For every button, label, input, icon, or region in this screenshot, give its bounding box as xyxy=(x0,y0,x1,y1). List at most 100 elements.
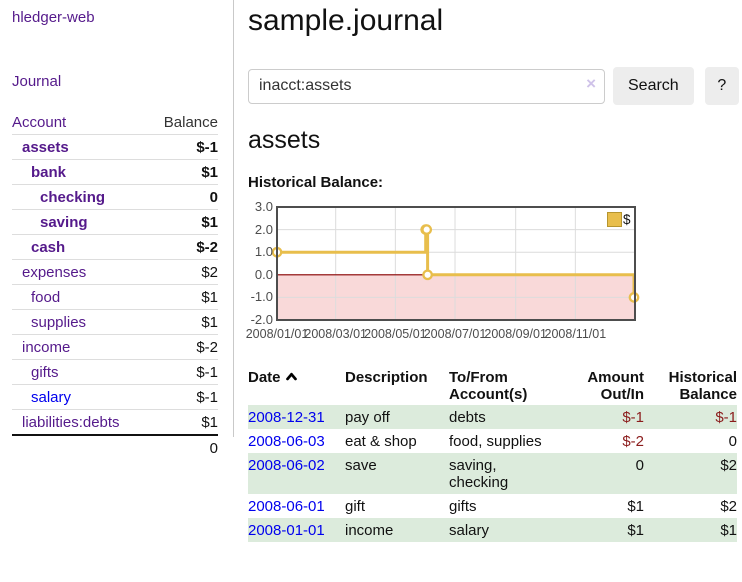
account-link[interactable]: checking xyxy=(40,188,106,206)
col-balance: Historical Balance xyxy=(668,369,737,403)
account-row: saving $1 xyxy=(12,209,218,235)
transaction-date-link[interactable]: 2008-06-03 xyxy=(248,432,325,450)
transaction-accounts: debts xyxy=(449,408,486,426)
transaction-date-link[interactable]: 2008-06-01 xyxy=(248,497,325,515)
historical-balance-chart: $ 3.0 2.0 1.0 0.0 -1.0 -2.0 2008/01/01 2008/03/… xyxy=(245,199,739,345)
account-row: liabilities:debts $1 xyxy=(12,409,218,435)
transaction-balance: $1 xyxy=(720,521,737,539)
account-link[interactable]: salary xyxy=(31,388,72,406)
account-link[interactable]: income xyxy=(22,338,71,356)
account-link[interactable]: bank xyxy=(31,163,67,181)
account-balance: $1 xyxy=(115,159,218,185)
register-row: 2008-12-31 pay off debts $-1 $-1 xyxy=(248,405,737,429)
transaction-balance: $2 xyxy=(720,456,737,474)
transaction-amount: $-1 xyxy=(622,408,644,426)
transaction-amount: $-2 xyxy=(622,432,644,450)
accounts-total: 0 xyxy=(115,434,218,460)
transaction-date-link[interactable]: 2008-12-31 xyxy=(248,408,325,426)
chart-canvas xyxy=(271,206,640,321)
accounts-header-row: Account Balance xyxy=(12,110,218,135)
account-balance: $1 xyxy=(115,284,218,310)
transaction-date-link[interactable]: 2008-06-02 xyxy=(248,456,325,474)
register-row: 2008-06-02 save saving, checking 0 $2 xyxy=(248,453,737,494)
transaction-accounts: salary xyxy=(449,521,490,539)
y-axis-tick: 1.0 xyxy=(254,244,273,260)
x-axis-tick: 2008/03/01 xyxy=(304,327,367,341)
account-balance: $1 xyxy=(115,409,218,435)
chevron-up-icon xyxy=(285,369,298,386)
account-link[interactable]: food xyxy=(31,288,61,306)
nav-journal-link[interactable]: Journal xyxy=(12,73,62,90)
account-link[interactable]: assets xyxy=(22,138,69,156)
transaction-accounts: saving, checking xyxy=(449,456,509,491)
accounts-total-row: 0 xyxy=(12,434,218,460)
account-balance: 0 xyxy=(115,184,218,210)
y-axis-tick: 0.0 xyxy=(254,266,273,282)
accounts-header-balance: Balance xyxy=(163,113,218,131)
transaction-balance: 0 xyxy=(728,432,737,450)
page-title: sample.journal xyxy=(248,4,444,37)
accounts-body: assets $-1 bank $1 checking 0 saving $1 cash $-2 e… xyxy=(12,134,218,435)
transaction-balance: $-1 xyxy=(715,408,737,426)
account-link[interactable]: saving xyxy=(40,213,88,231)
transaction-balance: $2 xyxy=(720,497,737,515)
search-form: × Search ? xyxy=(248,67,739,105)
y-axis-tick: 3.0 xyxy=(254,199,273,214)
legend-label: $ xyxy=(623,212,631,227)
search-input[interactable] xyxy=(248,68,605,104)
register-row: 2008-06-03 eat & shop food, supplies $-2 0 xyxy=(248,429,737,453)
clear-search-icon[interactable]: × xyxy=(586,73,596,93)
account-row: salary $-1 xyxy=(12,384,218,410)
x-axis-tick: 2008/11/01 xyxy=(544,327,607,341)
account-link[interactable]: gifts xyxy=(31,363,59,381)
account-row: gifts $-1 xyxy=(12,359,218,385)
account-row: income $-2 xyxy=(12,334,218,360)
account-balance: $-1 xyxy=(115,359,218,385)
transaction-description: pay off xyxy=(345,408,390,426)
accounts-header-account: Account xyxy=(12,113,67,131)
brand-link[interactable]: hledger-web xyxy=(12,9,95,26)
account-row: assets $-1 xyxy=(12,134,218,160)
x-axis-tick: 2008/01/01 xyxy=(245,327,309,341)
register-header-row: Date Description To/From Account(s) Amou… xyxy=(248,367,737,405)
help-button[interactable]: ? xyxy=(704,67,739,105)
y-axis-tick: 2.0 xyxy=(254,221,273,237)
account-balance: $-1 xyxy=(115,134,218,160)
register-row: 2008-01-01 income salary $1 $1 xyxy=(248,518,737,542)
x-axis-tick: 2008/05/01 xyxy=(364,327,427,341)
transaction-description: income xyxy=(345,521,394,539)
account-link[interactable]: liabilities:debts xyxy=(22,413,120,431)
register-table: Date Description To/From Account(s) Amou… xyxy=(248,367,737,542)
transaction-description: save xyxy=(345,456,377,474)
sidebar-divider xyxy=(233,0,234,437)
transaction-accounts: gifts xyxy=(449,497,477,515)
search-button[interactable]: Search xyxy=(613,67,694,105)
col-description: Description xyxy=(345,369,428,386)
account-link[interactable]: cash xyxy=(31,238,66,256)
col-accounts: To/From Account(s) xyxy=(449,369,528,403)
col-amount: Amount Out/In xyxy=(587,369,644,403)
account-balance: $1 xyxy=(115,309,218,335)
account-row: food $1 xyxy=(12,284,218,310)
sidebar: hledger-web Journal Account Balance asse… xyxy=(0,0,233,460)
col-date[interactable]: Date xyxy=(248,367,345,405)
accounts-table: Account Balance assets $-1 bank $1 checking 0… xyxy=(12,110,218,460)
transaction-amount: $1 xyxy=(627,497,644,515)
transaction-date-link[interactable]: 2008-01-01 xyxy=(248,521,325,539)
account-balance: $-2 xyxy=(115,334,218,360)
chart-legend: $ xyxy=(607,212,631,227)
account-row: bank $1 xyxy=(12,159,218,185)
transaction-amount: $1 xyxy=(627,521,644,539)
account-balance: $-1 xyxy=(115,384,218,410)
account-balance: $-2 xyxy=(115,234,218,260)
main-content: sample.journal × Search ? assets Histori… xyxy=(245,0,739,542)
register-row: 2008-06-01 gift gifts $1 $2 xyxy=(248,494,737,518)
account-balance: $2 xyxy=(115,259,218,285)
account-link[interactable]: expenses xyxy=(22,263,87,281)
x-axis-tick: 2008/07/01 xyxy=(423,327,487,341)
transaction-amount: 0 xyxy=(635,456,644,474)
y-axis-tick: -1.0 xyxy=(250,289,273,305)
account-title: assets xyxy=(248,126,321,154)
account-link[interactable]: supplies xyxy=(31,313,87,331)
account-row: expenses $2 xyxy=(12,259,218,285)
